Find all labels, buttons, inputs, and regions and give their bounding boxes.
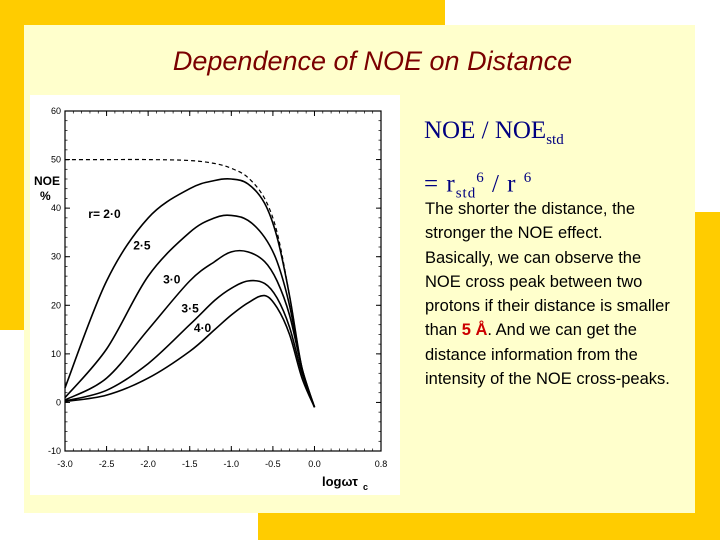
y-axis-label: NOE (34, 174, 60, 188)
formula-sub-2: std (455, 185, 477, 202)
series-line-dashed-limit (65, 158, 316, 408)
series-line-3 (64, 249, 316, 408)
x-tick-label: -3.0 (57, 459, 73, 469)
formula: NOE / NOEstd = rstd6 / r 6 (424, 112, 564, 212)
curve-label: 3·0 (163, 272, 181, 286)
plot-frame (64, 110, 382, 452)
chart-area: NOE % logωτ c -3.0 -2.5 -2.0 -1.5 -1.0 -0.5 0.… (30, 95, 400, 495)
y-tick-label: 50 (51, 155, 61, 165)
y-tick-label: 0 (56, 397, 61, 407)
noe-chart: NOE % logωτ c -3.0 -2.5 -2.0 -1.5 -1.0 -0.5 0.… (34, 106, 388, 492)
description: The shorter the distance, the stronger t… (425, 197, 670, 391)
x-axis-label-sub: c (363, 482, 368, 492)
curve-label: 3·5 (181, 302, 199, 316)
formula-line-2: = rstd6 / r 6 (424, 159, 564, 212)
slide-title: Dependence of NOE on Distance (172, 46, 573, 76)
x-tick-label: -2.0 (140, 459, 156, 469)
y-tick-label: 60 (51, 106, 61, 116)
description-text-1: The shorter the distance, the stronger t… (425, 200, 670, 340)
x-tick-label: -2.5 (99, 459, 115, 469)
formula-sub: std (546, 132, 564, 148)
description-text-2: . And we can get the distance informatio… (425, 321, 670, 389)
formula-prefix: = r (424, 170, 456, 198)
chart-static: NOE % logωτ c (34, 110, 382, 492)
x-tick-label: 0.8 (375, 459, 388, 469)
series-line-2 (64, 214, 316, 408)
y-tick-label: 20 (51, 300, 61, 310)
series-line-4 (64, 279, 316, 408)
x-tick-label: -0.5 (265, 459, 281, 469)
series-line-5 (64, 294, 316, 408)
formula-mid: / r (484, 170, 524, 198)
formula-sup-2: 6 (523, 170, 533, 186)
y-tick-label: 40 (51, 203, 61, 213)
x-tick-label: -1.0 (224, 459, 240, 469)
y-tick-label: 30 (51, 252, 61, 262)
distance-highlight: 5 Å (461, 321, 488, 340)
x-tick-label: -1.5 (182, 459, 198, 469)
formula-main: NOE / NOE (424, 117, 547, 144)
x-tick-label: 0.0 (308, 459, 321, 469)
y-tick-label: 10 (51, 349, 61, 359)
y-tick-label: -10 (48, 446, 61, 456)
y-axis-unit: % (40, 189, 51, 203)
x-axis-label: logωτ (322, 474, 358, 489)
series-line-1 (64, 177, 316, 408)
formula-sup: 6 (476, 170, 485, 186)
curve-label: 4·0 (194, 321, 212, 335)
curve-label: r= 2·0 (88, 207, 121, 221)
formula-line-1: NOE / NOEstd (424, 112, 564, 159)
curve-label: 2·5 (133, 238, 151, 252)
